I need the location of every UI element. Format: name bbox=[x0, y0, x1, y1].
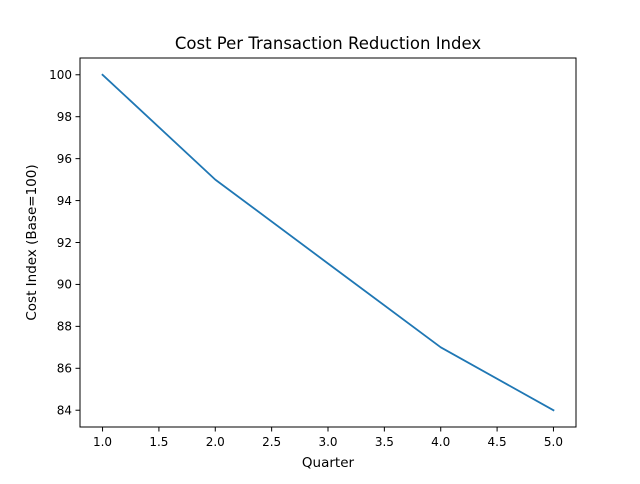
series-layer bbox=[101, 73, 555, 412]
x-axis-label: Quarter bbox=[302, 455, 355, 471]
y-tick-label: 96 bbox=[57, 152, 72, 166]
x-tick-label: 1.0 bbox=[93, 435, 112, 449]
y-tick-label: 94 bbox=[57, 194, 72, 208]
x-tick-label: 4.5 bbox=[488, 435, 507, 449]
x-axis-ticks: 1.0 1.5 2.0 2.5 3.0 3.5 4.0 4.5 5.0 bbox=[93, 427, 563, 449]
y-tick-label: 90 bbox=[57, 278, 72, 292]
x-tick-label: 2.0 bbox=[206, 435, 225, 449]
y-tick-label: 88 bbox=[57, 320, 72, 334]
series-line-0 bbox=[101, 73, 555, 412]
chart-title: Cost Per Transaction Reduction Index bbox=[175, 34, 481, 53]
y-tick-label: 98 bbox=[57, 110, 72, 124]
y-tick-label: 84 bbox=[57, 404, 72, 418]
x-tick-label: 5.0 bbox=[544, 435, 563, 449]
y-tick-label: 86 bbox=[57, 362, 72, 376]
x-tick-label: 3.5 bbox=[375, 435, 394, 449]
x-tick-label: 4.0 bbox=[431, 435, 450, 449]
x-tick-label: 2.5 bbox=[262, 435, 281, 449]
y-tick-label: 100 bbox=[49, 68, 72, 82]
plot-frame bbox=[79, 57, 577, 428]
y-tick-label: 92 bbox=[57, 236, 72, 250]
y-axis-ticks: 84 86 88 90 92 94 96 98 100 bbox=[49, 68, 80, 418]
x-tick-label: 3.0 bbox=[318, 435, 337, 449]
y-axis-label: Cost Index (Base=100) bbox=[24, 164, 40, 320]
x-tick-label: 1.5 bbox=[149, 435, 168, 449]
